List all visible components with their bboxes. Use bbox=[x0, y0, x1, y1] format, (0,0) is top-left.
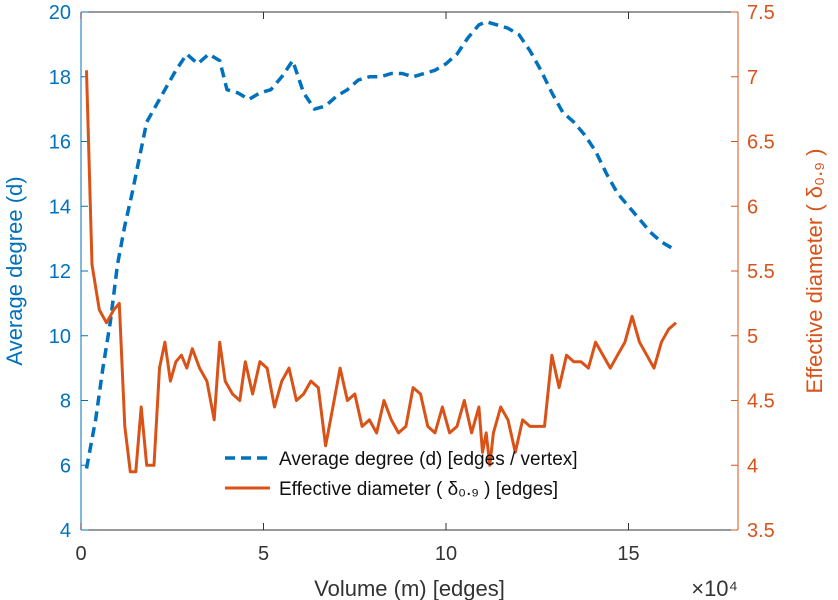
y-right-axis-label: Effective diameter ( δ₀.₉ ) bbox=[802, 149, 827, 394]
y-left-tick-label: 4 bbox=[60, 520, 71, 542]
y-right-tick-label: 4 bbox=[747, 455, 758, 477]
x-tick-label: 5 bbox=[258, 543, 269, 565]
y-left-tick-label: 6 bbox=[60, 455, 71, 477]
legend-entry-label: Average degree (d) [edges / vertex] bbox=[279, 449, 578, 470]
effective-diameter-line bbox=[85, 70, 677, 474]
y-left-tick-label: 12 bbox=[49, 261, 71, 283]
y-right-tick-label: 7 bbox=[747, 67, 758, 89]
y-left-axis-label: Average degree (d) bbox=[2, 176, 27, 365]
y-right-tick-label: 5.5 bbox=[747, 261, 775, 283]
series-layer bbox=[84, 19, 677, 474]
x-tick-label: 0 bbox=[75, 543, 86, 565]
y-left-tick-label: 8 bbox=[60, 391, 71, 413]
average-degree-line bbox=[84, 19, 674, 469]
y-left-tick-label: 14 bbox=[49, 196, 71, 218]
y-left-tick-label: 20 bbox=[49, 2, 71, 24]
y-right-tick-label: 4.5 bbox=[747, 391, 775, 413]
y-right-tick-label: 6.5 bbox=[747, 132, 775, 154]
y-right-tick-label: 5 bbox=[747, 326, 758, 348]
x-axis-label: Volume (m) [edges] bbox=[314, 576, 505, 600]
y-right-tick-label: 7.5 bbox=[747, 2, 775, 24]
x-tick-label: 10 bbox=[435, 543, 457, 565]
y-left-tick-label: 16 bbox=[49, 132, 71, 154]
y-right-tick-label: 6 bbox=[747, 196, 758, 218]
x-tick-label: 15 bbox=[617, 543, 639, 565]
axes bbox=[80, 11, 739, 531]
legend: Average degree (d) [edges / vertex] Effec… bbox=[225, 449, 578, 500]
y-left-tick-label: 10 bbox=[49, 326, 71, 348]
y-right-tick-label: 3.5 bbox=[747, 520, 775, 542]
x-axis-exponent-label: ×10⁴ bbox=[691, 576, 738, 600]
y-left-tick-label: 18 bbox=[49, 67, 71, 89]
legend-entry-label: Effective diameter ( δ₀.₉ ) [edges] bbox=[279, 479, 558, 500]
